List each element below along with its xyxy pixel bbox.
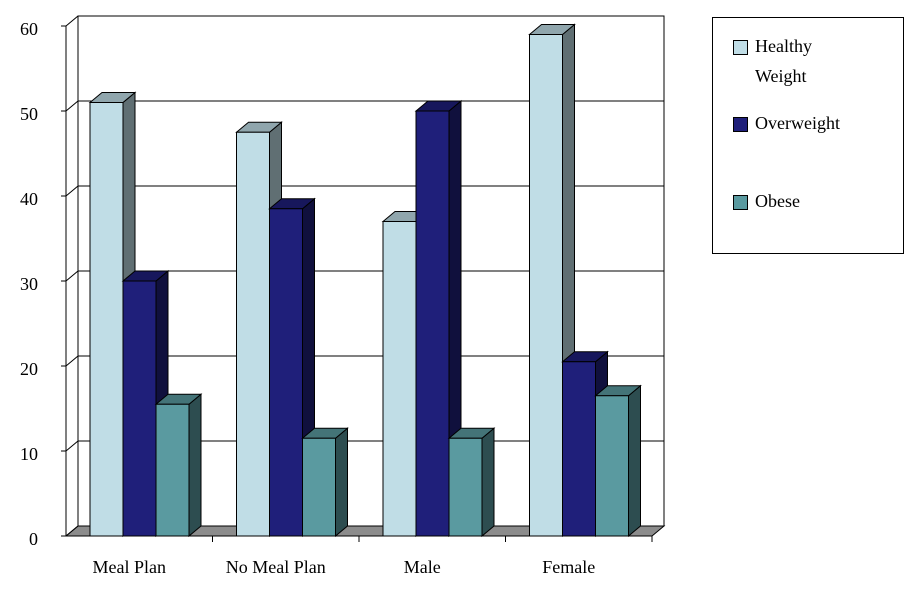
grid-line [65,355,664,367]
bar-front [122,280,157,537]
bar [154,393,203,538]
bar-front [236,131,270,537]
legend-entry: Obese [733,186,885,216]
legend-label: Overweight [755,113,840,133]
y-tick-label: 0 [29,529,38,549]
legend-swatch [733,195,748,210]
y-tick-label: 20 [20,359,38,379]
grid-line [65,270,664,282]
legend-swatch [733,40,748,55]
legend-label: Obese [755,191,800,211]
bar-front [302,437,336,537]
bar-side [481,427,495,538]
grid-line [65,185,664,197]
y-tick-label: 50 [20,104,38,124]
y-tick-label: 60 [20,19,38,39]
bar [447,427,496,538]
bar [594,384,642,538]
x-tick-label: Meal Plan [92,557,167,577]
x-tick-label: Female [542,557,596,577]
legend-entry: Overweight [733,108,885,138]
bar-front [562,361,596,537]
x-tick-label: No Meal Plan [225,557,326,577]
bar-front [155,403,190,537]
bar-side [628,384,641,538]
bar-front [269,208,303,537]
x-tick-label: Male [403,557,441,577]
bar-side [188,393,202,538]
legend-entry: Healthy Weight [733,31,835,91]
bar [301,427,349,538]
bar-front [529,34,563,537]
bar-front [89,102,124,537]
y-tick-label: 10 [20,444,38,464]
grid-line [65,100,664,112]
legend-label: Healthy Weight [755,36,812,86]
bar-front [382,221,417,537]
y-tick-label: 40 [20,189,38,209]
bar-front [448,437,483,537]
y-tick-label: 30 [20,274,38,294]
bar-front [415,110,450,537]
grid-line [65,15,664,27]
legend-swatch [733,117,748,132]
legend: Healthy Weight Overweight Obese [712,17,904,254]
bar-front [595,395,629,537]
bar-side [335,427,348,538]
